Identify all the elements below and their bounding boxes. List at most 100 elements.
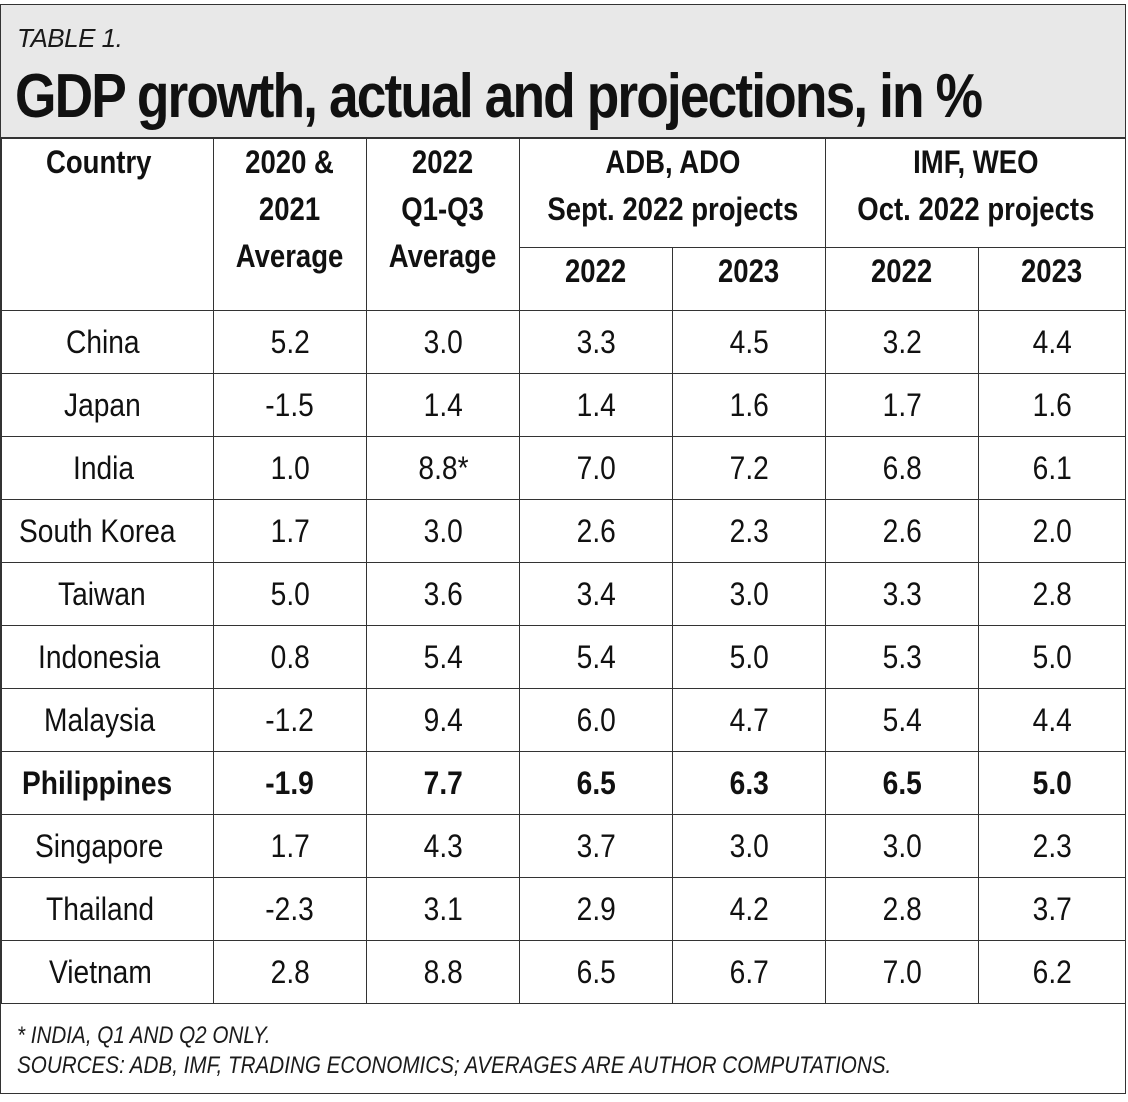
value-cell: 5.0 [978,625,1126,689]
table-notes: * INDIA, Q1 AND Q2 ONLY. SOURCES: ADB, I… [17,1021,891,1081]
value-cell: 7.2 [672,436,826,500]
value-cell: 1.6 [672,373,826,437]
header-country: Country [1,138,214,311]
value-cell: 1.6 [978,373,1126,437]
value-cell: 2.8 [978,562,1126,626]
value-cell: 6.5 [825,751,979,815]
value-cell: -1.2 [213,688,367,752]
value-cell: 3.3 [825,562,979,626]
country-cell: Japan [1,373,214,437]
sources-note: SOURCES: ADB, IMF, TRADING ECONOMICS; AV… [17,1052,892,1079]
value-cell: 2.6 [825,499,979,563]
gdp-table: Country 2020 & 2021 Average 2022 Q1-Q3 A… [1,138,1126,1004]
table-row: Singapore 1.7 4.3 3.7 3.0 3.0 2.3 [1,814,1126,878]
value-cell: 2.6 [519,499,673,563]
value-cell: 3.3 [519,310,673,374]
table-label: TABLE 1. [17,23,123,53]
value-cell: 2.0 [978,499,1126,563]
value-cell: 3.0 [672,562,826,626]
table-row: South Korea 1.7 3.0 2.6 2.3 2.6 2.0 [1,499,1126,563]
table-row: Indonesia 0.8 5.4 5.4 5.0 5.3 5.0 [1,625,1126,689]
value-cell: 3.0 [366,310,520,374]
value-cell: 8.8* [366,436,520,500]
table-row: Vietnam 2.8 8.8 6.5 6.7 7.0 6.2 [1,940,1126,1004]
value-cell: 3.7 [519,814,673,878]
country-cell: South Korea [1,499,214,563]
value-cell: 3.1 [366,877,520,941]
value-cell: 7.0 [519,436,673,500]
value-cell: 9.4 [366,688,520,752]
value-cell: 4.7 [672,688,826,752]
country-cell: India [1,436,214,500]
value-cell: -1.9 [213,751,367,815]
table-row: India 1.0 8.8* 7.0 7.2 6.8 6.1 [1,436,1126,500]
value-cell: -2.3 [213,877,367,941]
country-cell: Philippines [1,751,214,815]
value-cell: 1.7 [213,814,367,878]
country-cell: Vietnam [1,940,214,1004]
value-cell: 2.8 [213,940,367,1004]
country-cell: Taiwan [1,562,214,626]
value-cell: 1.7 [213,499,367,563]
value-cell: 1.4 [366,373,520,437]
value-cell: 5.0 [978,751,1126,815]
value-cell: 4.3 [366,814,520,878]
table-title: GDP growth, actual and projections, in % [15,62,983,131]
country-cell: Singapore [1,814,214,878]
table-body: China 5.2 3.0 3.3 4.5 3.2 4.4 Japan -1.5 1.4 1.4 1.… [1,310,1126,1004]
table-row: China 5.2 3.0 3.3 4.5 3.2 4.4 [1,310,1126,374]
country-cell: Malaysia [1,688,214,752]
value-cell: 6.3 [672,751,826,815]
value-cell: 3.2 [825,310,979,374]
table-row: Malaysia -1.2 9.4 6.0 4.7 5.4 4.4 [1,688,1126,752]
value-cell: 2.3 [978,814,1126,878]
value-cell: 5.0 [672,625,826,689]
value-cell: 5.0 [213,562,367,626]
header-adb-2022: 2022 [519,247,673,311]
table-row: Taiwan 5.0 3.6 3.4 3.0 3.3 2.8 [1,562,1126,626]
value-cell: 0.8 [213,625,367,689]
value-cell: 5.4 [825,688,979,752]
table-row: Japan -1.5 1.4 1.4 1.6 1.7 1.6 [1,373,1126,437]
header-imf-2023: 2023 [978,247,1126,311]
value-cell: 5.4 [366,625,520,689]
value-cell: 2.9 [519,877,673,941]
country-cell: Indonesia [1,625,214,689]
value-cell: 6.5 [519,751,673,815]
value-cell: 1.4 [519,373,673,437]
footnote: * INDIA, Q1 AND Q2 ONLY. [17,1022,271,1049]
value-cell: 4.5 [672,310,826,374]
value-cell: 6.8 [825,436,979,500]
value-cell: 4.4 [978,688,1126,752]
value-cell: 6.5 [519,940,673,1004]
value-cell: 5.4 [519,625,673,689]
value-cell: 4.4 [978,310,1126,374]
header-adb-ado: ADB, ADO Sept. 2022 projects [519,138,826,248]
figure-header: TABLE 1. GDP growth, actual and projecti… [1,5,1125,138]
value-cell: 8.8 [366,940,520,1004]
value-cell: 6.1 [978,436,1126,500]
table-row: Philippines -1.9 7.7 6.5 6.3 6.5 5.0 [1,751,1126,815]
value-cell: 1.0 [213,436,367,500]
table-row: Thailand -2.3 3.1 2.9 4.2 2.8 3.7 [1,877,1126,941]
table-figure: TABLE 1. GDP growth, actual and projecti… [0,4,1126,1094]
country-cell: Thailand [1,877,214,941]
value-cell: 3.6 [366,562,520,626]
value-cell: 7.0 [825,940,979,1004]
header-imf-2022: 2022 [825,247,979,311]
value-cell: 6.7 [672,940,826,1004]
country-cell: China [1,310,214,374]
value-cell: 3.0 [366,499,520,563]
header-2022-q1-q3-average: 2022 Q1-Q3 Average [366,138,520,311]
value-cell: 5.3 [825,625,979,689]
value-cell: 1.7 [825,373,979,437]
value-cell: 6.2 [978,940,1126,1004]
header-2020-2021-average: 2020 & 2021 Average [213,138,367,311]
value-cell: 7.7 [366,751,520,815]
value-cell: 4.2 [672,877,826,941]
value-cell: -1.5 [213,373,367,437]
header-imf-weo: IMF, WEO Oct. 2022 projects [825,138,1126,248]
value-cell: 5.2 [213,310,367,374]
value-cell: 2.8 [825,877,979,941]
value-cell: 3.0 [672,814,826,878]
